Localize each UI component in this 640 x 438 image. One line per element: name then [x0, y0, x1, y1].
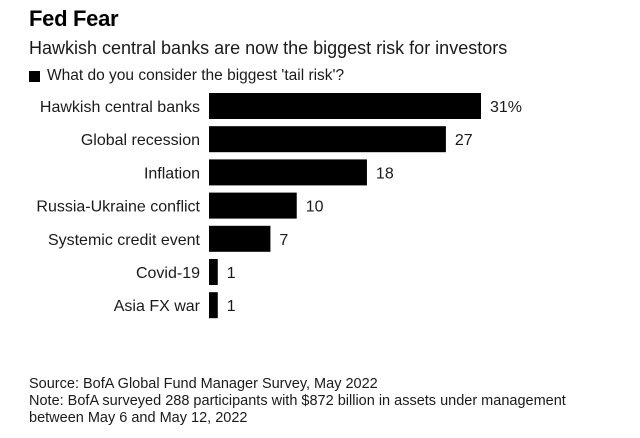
bar [209, 292, 218, 319]
category-label: Systemic credit event [48, 232, 201, 249]
category-label: Asia FX war [114, 298, 201, 315]
legend-swatch [29, 70, 40, 82]
category-label: Russia-Ukraine conflict [36, 199, 200, 216]
bar [209, 225, 271, 252]
value-label: 1 [227, 298, 236, 315]
value-label: 10 [306, 199, 324, 216]
survey-note-line2: between May 6 and May 12, 2022 [29, 410, 248, 426]
category-label: Inflation [144, 165, 200, 182]
bar [209, 159, 367, 186]
value-label: 31% [490, 99, 522, 116]
bar [209, 192, 297, 219]
value-label: 1 [227, 265, 236, 282]
legend-label: What do you consider the biggest 'tail r… [47, 67, 345, 84]
category-label: Covid-19 [136, 265, 200, 282]
legend: What do you consider the biggest 'tail r… [29, 67, 344, 85]
source-note: Source: BofA Global Fund Manager Survey,… [29, 376, 378, 392]
chart-footer: Source: BofA Global Fund Manager Survey,… [29, 376, 629, 427]
value-label: 18 [376, 165, 394, 182]
bar [209, 126, 446, 153]
chart-subtitle: Hawkish central banks are now the bigges… [29, 38, 508, 58]
bar-chart: Hawkish central banks 31% Global recession… [36, 93, 522, 319]
chart-title: Fed Fear [29, 6, 119, 31]
category-label: Global recession [81, 132, 200, 149]
survey-note-line1: Note: BofA surveyed 288 participants wit… [29, 393, 566, 409]
value-label: 27 [455, 132, 473, 149]
category-label: Hawkish central banks [40, 99, 200, 116]
bar [209, 259, 218, 285]
bar [209, 93, 481, 119]
value-label: 7 [279, 232, 288, 249]
